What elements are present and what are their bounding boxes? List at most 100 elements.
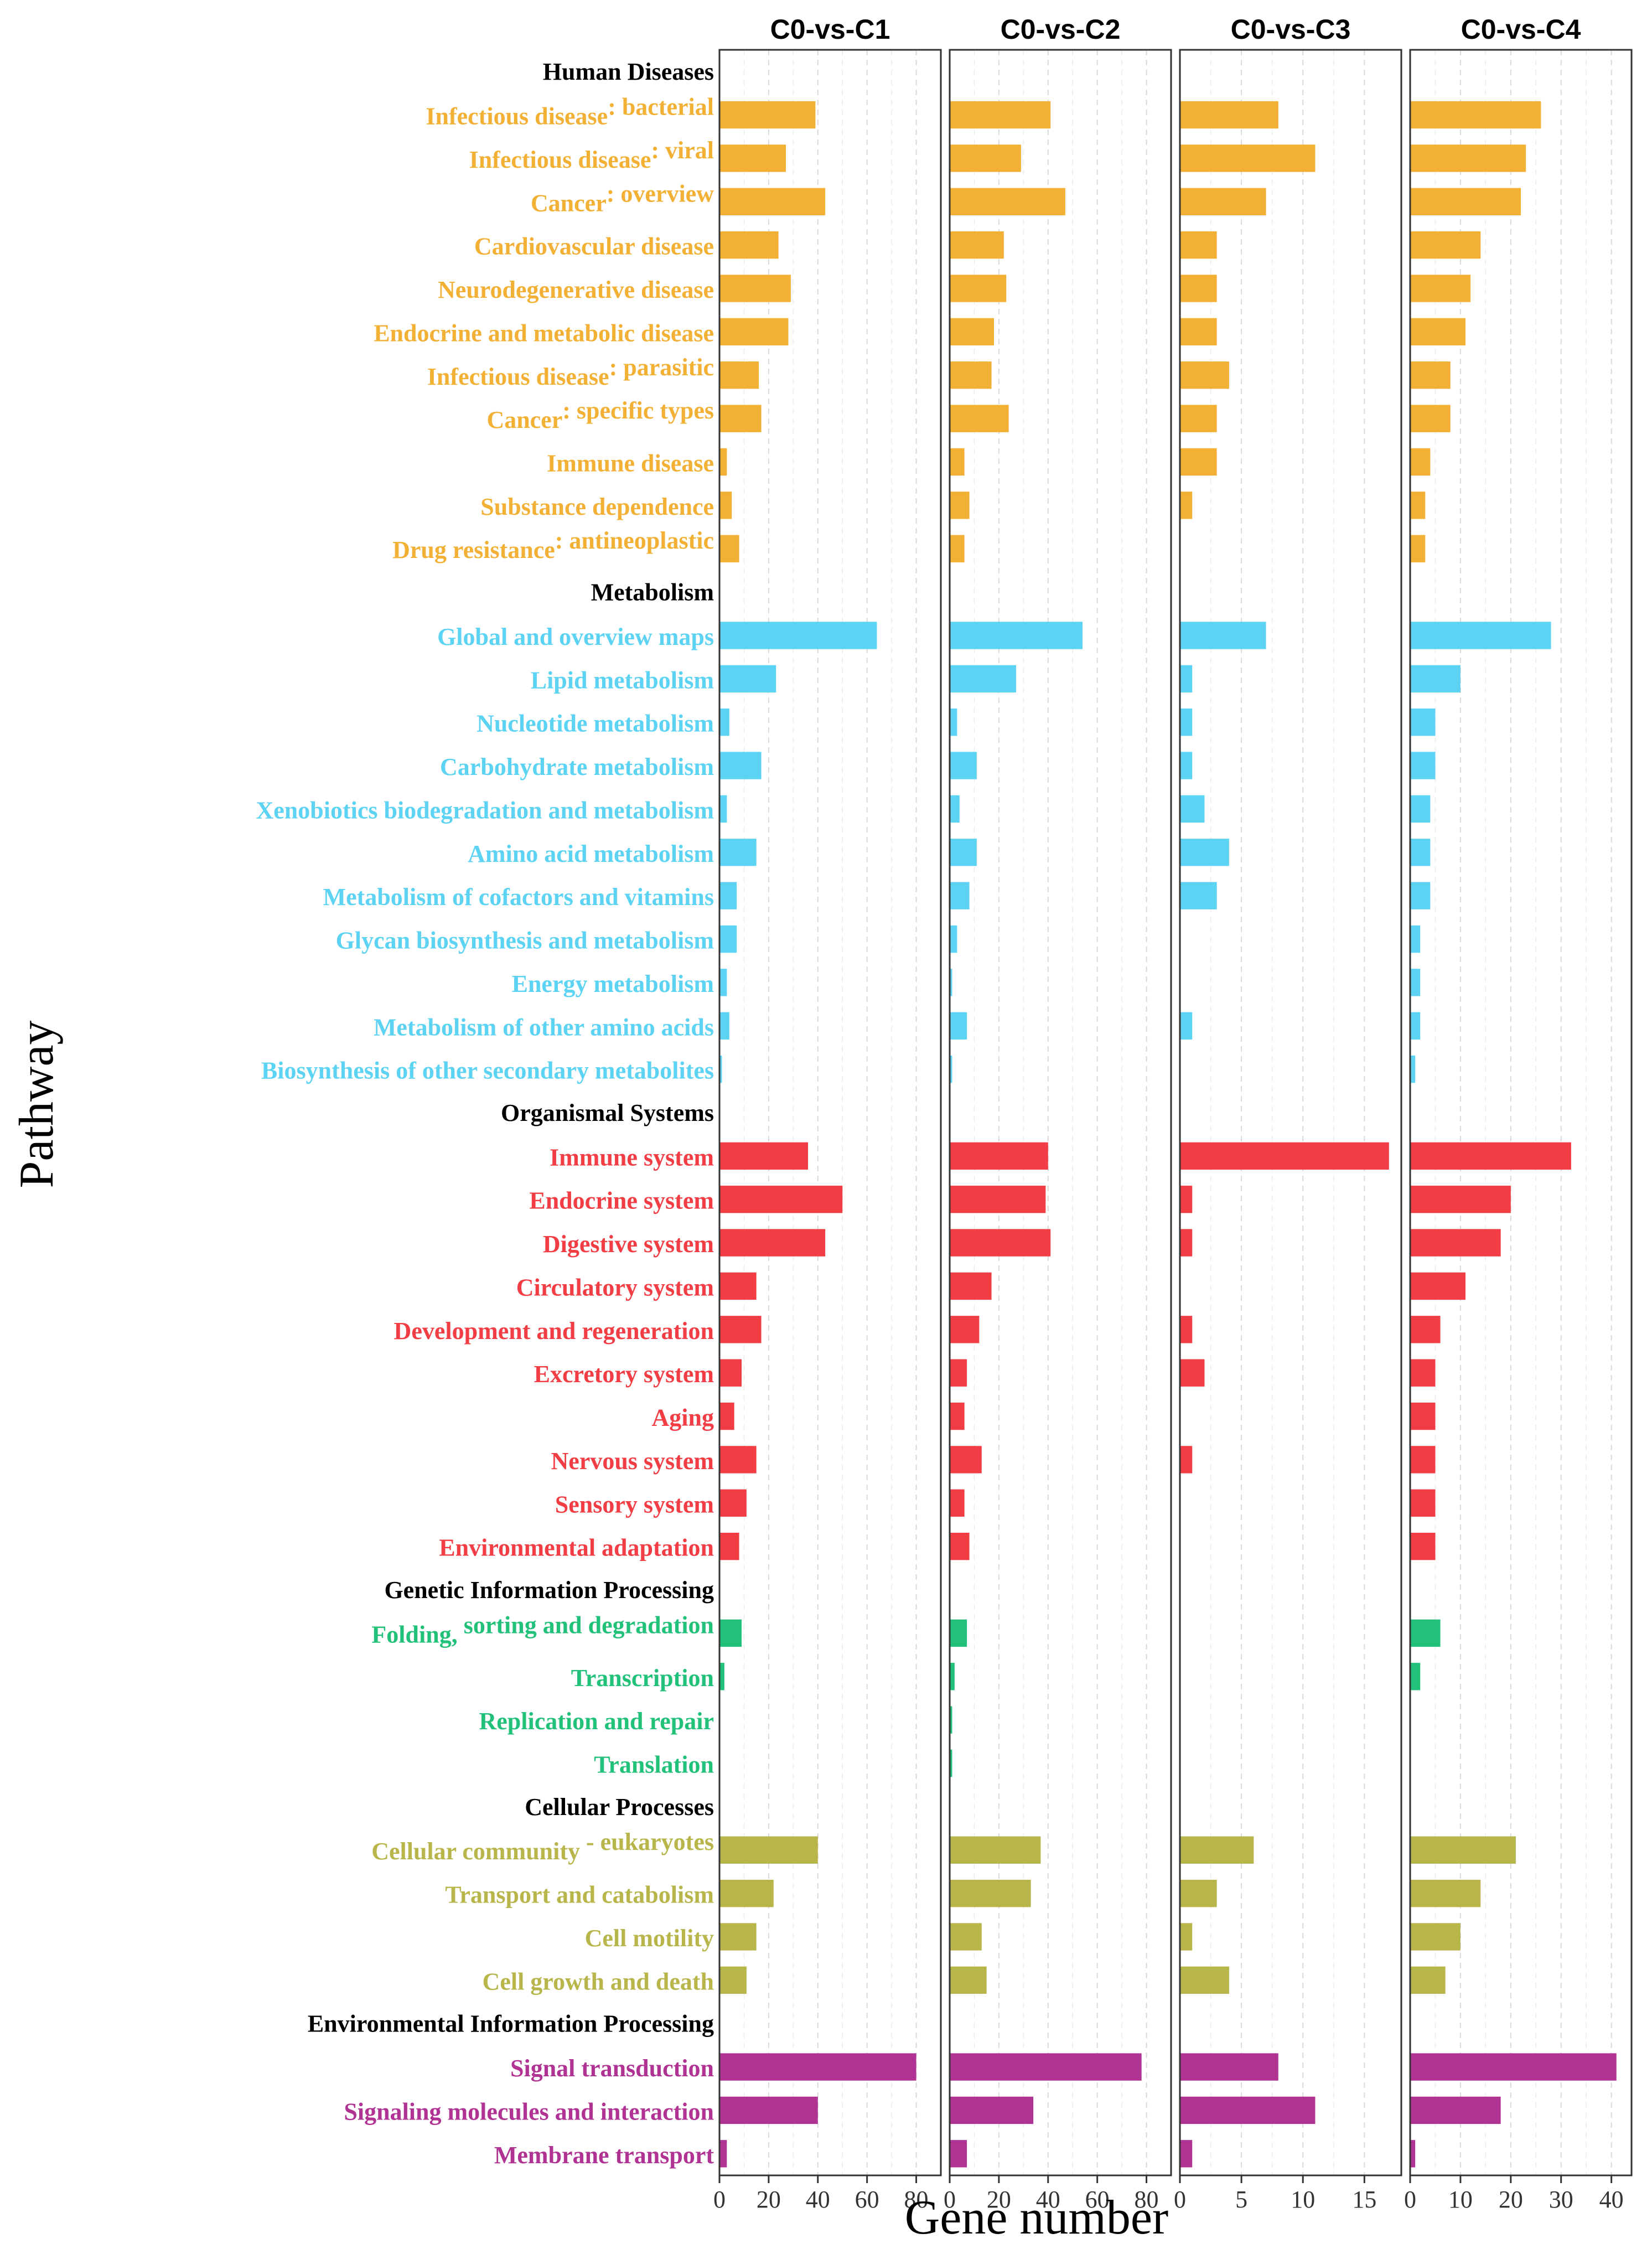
pathway-label-text: Circulatory system [516,1274,714,1301]
bar [1410,1966,1446,1994]
pathway-label: Translation [594,1751,714,1778]
pathway-label-suffix: : bacterial [608,94,714,121]
group-header-label: Human Diseases [543,58,714,85]
bar [1180,231,1217,259]
bar [950,188,1065,215]
bar [950,925,957,953]
bar [1410,1316,1441,1343]
x-tick-label: 0 [713,2186,726,2213]
pathway-label: Excretory system [534,1361,714,1388]
pathway-label: Endocrine and metabolic disease [374,319,714,347]
bar [719,1186,843,1213]
bar [719,188,826,215]
bar [950,1532,970,1560]
bar [719,1489,747,1517]
bar [1410,1489,1436,1517]
bar [1180,1923,1193,1951]
bar [950,1055,952,1083]
bar [1410,1012,1421,1040]
bar [1410,101,1541,129]
pathway-label-text: Energy metabolism [512,970,714,997]
bar [950,1402,965,1430]
bar [719,1229,826,1257]
facet-title: C0-vs-C4 [1461,14,1581,45]
bar [1180,1229,1193,1257]
pathway-label: Cancer: overview [531,180,714,216]
pathway-label: Immune system [550,1144,714,1171]
pathway-label: Metabolism of other amino acids [374,1014,714,1041]
bar [1410,188,1521,215]
bar [719,1012,729,1040]
bar [950,882,970,909]
bar [950,1446,982,1474]
bar [950,361,992,389]
bar [1410,1879,1481,1907]
bar [719,969,727,996]
bar [719,925,737,953]
bar [719,275,791,302]
bar [1410,1229,1501,1257]
bar [719,665,776,693]
bar [950,144,1021,172]
bar [1410,925,1421,953]
bar [719,795,727,823]
bar [1180,361,1229,389]
bar [950,1749,952,1777]
pathway-label: Xenobiotics biodegradation and metabolis… [256,797,714,824]
bar [950,492,970,519]
bar [719,839,757,866]
bar [719,622,877,649]
x-tick-label: 20 [1499,2186,1523,2213]
bar [1180,839,1229,866]
pathway-label: Substance dependence [480,493,714,520]
bar [1410,448,1431,476]
bar [950,535,965,562]
bar [950,665,1016,693]
bar [719,1619,742,1647]
bar [719,1055,722,1083]
bar [1180,752,1193,779]
pathway-label-suffix: - eukaryotes [580,1828,714,1855]
pathway-label-text: Replication and repair [479,1708,714,1735]
bar [1180,1966,1229,1994]
bar [1410,2140,1416,2168]
pathway-label-text: Sensory system [555,1491,714,1518]
pathway-label: Circulatory system [516,1274,714,1301]
pathway-label: Cell motility [585,1925,714,1952]
bar [1180,448,1217,476]
bar [1410,535,1426,562]
pathway-label-text: Transcription [571,1664,714,1692]
bar [950,275,1007,302]
bar [1180,709,1193,736]
pathway-label: Immune disease [547,449,714,477]
pathway-label-text: Excretory system [534,1361,714,1388]
x-tick-label: 80 [904,2186,929,2213]
pathway-label-text: Xenobiotics biodegradation and metabolis… [256,797,714,824]
group-header-label: Metabolism [591,579,714,606]
bar [950,101,1051,129]
pathway-label-text: Metabolism of cofactors and vitamins [323,883,714,911]
pathway-label: Drug resistance: antineoplastic [392,527,714,563]
bar [719,1966,747,1994]
bar [1180,1142,1389,1170]
pathway-label: Cellular community - eukaryotes [371,1828,714,1865]
bar [719,361,759,389]
pathway-label-text: Translation [594,1751,714,1778]
bar [1410,1359,1436,1387]
bar [1410,1923,1461,1951]
x-tick-label: 40 [806,2186,830,2213]
panel-border [718,49,942,2176]
bar [1180,2053,1278,2081]
bar [1410,882,1431,909]
facet-panel: C0-vs-C2 0 20 40 60 80 [944,14,1172,2213]
pathway-label-suffix: : viral [651,137,714,164]
bar [1410,1836,1516,1864]
bar [950,1012,967,1040]
pathway-label-suffix: sorting and degradation [458,1611,714,1638]
bar [719,2053,916,2081]
pathway-label-text: Cell motility [585,1925,714,1952]
bar [1410,795,1431,823]
bar [1410,1186,1511,1213]
facet-panel: C0-vs-C1 0 20 40 60 80 [713,14,942,2213]
pathway-label-text: Aging [652,1404,714,1431]
